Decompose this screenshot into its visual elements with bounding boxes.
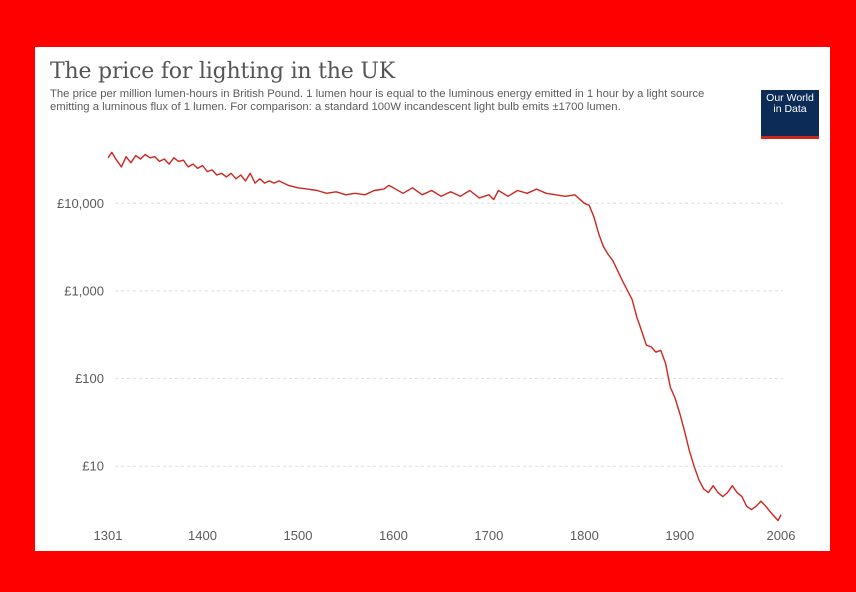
- logo-accent-bar: [761, 136, 819, 139]
- x-tick-label: 1500: [284, 528, 313, 543]
- line-chart: £10 £100 £1,000 £10,000 1301 1400 1500 1600 170…: [57, 151, 796, 543]
- chart-subtitle: The price per million lumen-hours in Bri…: [50, 88, 705, 113]
- chart-title: The price for lighting in the UK: [50, 59, 395, 84]
- x-tick-label: 1900: [665, 528, 694, 543]
- x-tick-label: 2006: [767, 528, 796, 543]
- y-tick-label: £10: [82, 459, 104, 474]
- x-tick-label: 1700: [474, 528, 503, 543]
- owid-logo[interactable]: Our World in Data: [761, 90, 819, 136]
- x-tick-label: 1301: [94, 528, 123, 543]
- y-axis-tick-labels: £10 £100 £1,000 £10,000: [57, 196, 104, 474]
- x-tick-label: 1800: [570, 528, 599, 543]
- logo-line-2: in Data: [773, 103, 807, 115]
- chart-card: The price for lighting in the UK The pri…: [35, 47, 830, 551]
- x-axis-tick-labels: 1301 1400 1500 1600 1700 1800 1900 2006: [94, 528, 796, 543]
- x-tick-label: 1400: [188, 528, 217, 543]
- y-tick-label: £1,000: [64, 283, 104, 298]
- logo-line-1: Our World: [766, 92, 814, 104]
- y-tick-label: £100: [75, 371, 104, 386]
- x-tick-label: 1600: [379, 528, 408, 543]
- series-line[interactable]: [107, 151, 782, 522]
- y-tick-label: £10,000: [57, 196, 104, 211]
- series-layer: [107, 151, 782, 522]
